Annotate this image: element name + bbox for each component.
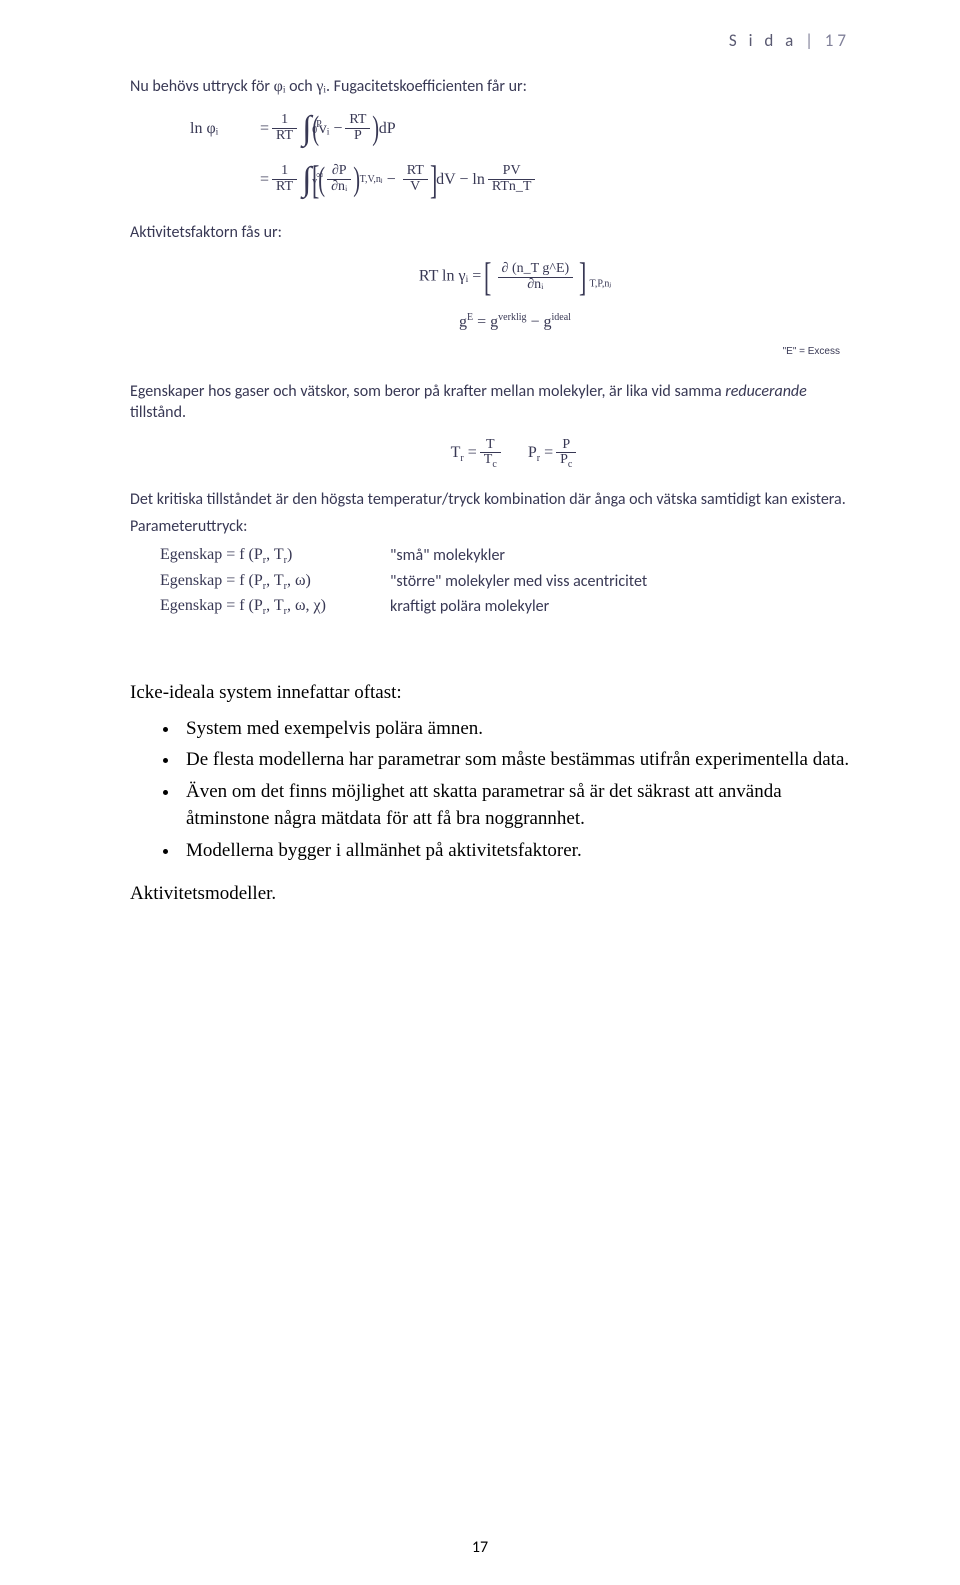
eq4-g1: g: [459, 314, 467, 331]
pr-block: Pr = P Pc: [528, 438, 580, 471]
eq3-den: ∂nᵢ: [498, 277, 574, 293]
tr-block: Tr = T Tc: [451, 438, 504, 471]
eq2-frac-1: 1 RT: [272, 164, 297, 194]
body-text: Icke-ideala system innefattar oftast: Sy…: [130, 679, 860, 908]
eq2-dv: dV − ln: [436, 169, 485, 191]
param-r1-d: "små" molekykler: [390, 545, 505, 567]
embedded-equation-panel: Nu behövs uttryck för φᵢ och γᵢ. Fugacit…: [130, 76, 860, 619]
eq1-innerf-num: RT: [345, 113, 370, 128]
pr-l: Pr =: [528, 442, 553, 466]
para2-b: tillstånd.: [130, 403, 186, 422]
bullet-3: Även om det finns möjlighet att skatta p…: [180, 778, 860, 833]
eq2-paren-l: (: [318, 163, 325, 197]
equation-4: gE = gverklig − gideal: [170, 311, 860, 333]
param-r2-d: "större" molekyler med viss acentricitet: [390, 571, 647, 593]
equation-2: = 1 RT ∫∞v [ ( ∂P ∂nᵢ ) T,V,nⱼ − RT V ] …: [190, 160, 860, 200]
pr-den: Pc: [556, 452, 576, 470]
para2-a: Egenskaper hos gaser och vätskor, som be…: [130, 382, 725, 401]
eq1-f1-den: RT: [272, 128, 297, 144]
eq2-lnf-num: PV: [488, 164, 536, 179]
equation-1: ln φᵢ = 1 RT ∫P0 ( vᵢ − RT P ) dP: [190, 112, 860, 146]
bullet-4: Modellerna bygger i allmänhet på aktivit…: [180, 837, 860, 865]
eq2-pre: =: [260, 169, 269, 191]
eq1-lhs: ln φᵢ: [190, 118, 260, 140]
note-e-excess: "E" = Excess: [130, 345, 860, 359]
eq4-mid: = g: [473, 314, 498, 331]
eq2-paren-r: ): [354, 163, 361, 197]
eq2-partial-num: ∂P: [327, 164, 351, 179]
param-r1-f: Egenskap = f (Pr, Tr): [160, 544, 390, 568]
eq1-paren-l: (: [313, 112, 320, 146]
eq1-inner-frac: RT P: [345, 113, 370, 143]
page-header-number: 17: [825, 30, 850, 51]
page-header-label: S i d a: [729, 30, 797, 51]
equation-3: RT ln γᵢ = [ ∂ (n_T g^E) ∂nᵢ ] T,P,nⱼ: [170, 257, 860, 297]
eq3-frac: ∂ (n_T g^E) ∂nᵢ: [498, 262, 574, 292]
parameter-table: Egenskap = f (Pr, Tr) "små" molekykler E…: [160, 544, 860, 619]
panel-para-2: Egenskaper hos gaser och vätskor, som be…: [130, 381, 860, 424]
gamma-i: γᵢ: [316, 78, 326, 95]
tr-den: Tc: [480, 452, 501, 470]
eq2-partial-den: ∂nᵢ: [327, 179, 351, 195]
line1-a: Nu behövs uttryck för: [130, 77, 274, 96]
eq4-minus: − g: [527, 314, 552, 331]
eq1-inner-v: vᵢ −: [319, 118, 343, 140]
panel-param-label: Parameteruttryck:: [130, 516, 860, 538]
tr-frac: T Tc: [480, 438, 501, 471]
line1-c: . Fugacitetskoefficienten får ur:: [326, 77, 527, 96]
param-r2-f: Egenskap = f (Pr, Tr, ω): [160, 570, 390, 594]
eq2-ln-frac: PV RTn_T: [488, 164, 536, 194]
param-r3-d: kraftigt polära molekyler: [390, 596, 549, 618]
eq2-brk-r: ]: [430, 160, 437, 200]
eq2-rtv-num: RT: [403, 164, 428, 179]
eq2-f1-den: RT: [272, 179, 297, 195]
bullet-list: System med exempelvis polära ämnen. De f…: [130, 715, 860, 865]
eq2-lnf-den: RTn_T: [488, 179, 536, 195]
eq1-frac-1: 1 RT: [272, 113, 297, 143]
eq3-num: ∂ (n_T g^E): [498, 262, 574, 277]
eq2-rtv-den: V: [403, 179, 428, 195]
equation-tr-pr: Tr = T Tc Pr = P Pc: [170, 438, 860, 471]
eq1-eq: =: [260, 118, 269, 140]
eq4-sup-i: ideal: [552, 312, 571, 323]
eq4-sup-v: verklig: [498, 312, 526, 323]
eq2-partial-sub: T,V,nⱼ: [360, 173, 383, 187]
footer-page-number: 17: [0, 1538, 960, 1557]
panel-line-1: Nu behövs uttryck för φᵢ och γᵢ. Fugacit…: [130, 76, 860, 98]
pr-num: P: [556, 438, 576, 453]
param-r3-f: Egenskap = f (Pr, Tr, ω, χ): [160, 595, 390, 619]
param-row-2: Egenskap = f (Pr, Tr, ω) "större" moleky…: [160, 570, 860, 594]
eq3-lhs: RT ln γᵢ =: [419, 268, 485, 285]
bullet-1: System med exempelvis polära ämnen.: [180, 715, 860, 743]
eq2-integral: ∫∞v: [302, 165, 311, 195]
page: S i d a | 17 Nu behövs uttryck för φᵢ oc…: [0, 0, 960, 1585]
eq2-partial-frac: ∂P ∂nᵢ: [327, 164, 351, 194]
page-header-sep: |: [805, 30, 825, 51]
page-header: S i d a | 17: [130, 30, 860, 51]
para2-em: reducerande: [725, 382, 807, 401]
tr-l: Tr =: [451, 442, 477, 466]
eq1-f1-num: 1: [272, 113, 297, 128]
param-row-3: Egenskap = f (Pr, Tr, ω, χ) kraftigt pol…: [160, 595, 860, 619]
eq2-minus: −: [383, 169, 400, 191]
eq1-tail: dP: [379, 118, 396, 140]
bullet-2: De flesta modellerna har parametrar som …: [180, 746, 860, 774]
eq3-brk-l: [: [484, 257, 491, 297]
panel-line-aktiv: Aktivitetsfaktorn fås ur:: [130, 222, 860, 244]
phi-i: φᵢ: [274, 78, 286, 95]
pr-frac: P Pc: [556, 438, 576, 471]
eq3-brk-r: ]: [579, 257, 586, 297]
eq1-innerf-den: P: [345, 128, 370, 144]
body-closing: Aktivitetsmodeller.: [130, 880, 860, 908]
body-heading: Icke-ideala system innefattar oftast:: [130, 679, 860, 707]
line1-b: och: [285, 77, 316, 96]
eq2-f1-num: 1: [272, 164, 297, 179]
eq1-paren-r: ): [373, 112, 380, 146]
eq3-sub: T,P,nⱼ: [590, 279, 612, 290]
tr-num: T: [480, 438, 501, 453]
param-row-1: Egenskap = f (Pr, Tr) "små" molekykler: [160, 544, 860, 568]
eq1-integral: ∫P0: [302, 114, 311, 144]
eq2-rtv-frac: RT V: [403, 164, 428, 194]
panel-para-3: Det kritiska tillståndet är den högsta t…: [130, 489, 860, 511]
